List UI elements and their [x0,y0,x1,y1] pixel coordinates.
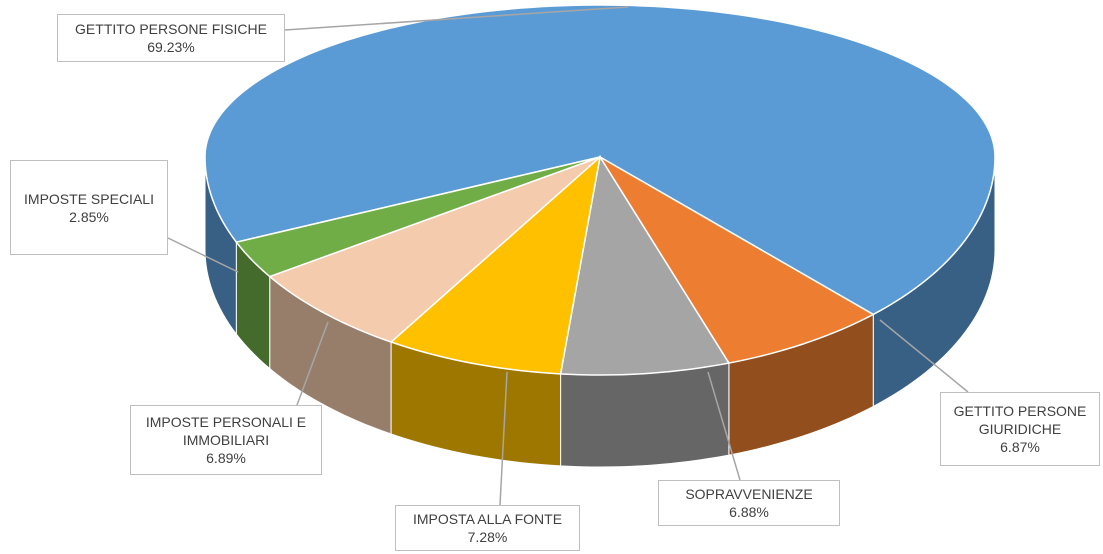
label-value: 6.87% [1000,439,1040,455]
label-name: IMPOSTE PERSONALI E IMMOBILIARI [145,414,307,448]
data-label: GETTITO PERSONE FISICHE 69.23% [57,14,285,62]
label-value: 2.85% [69,208,109,225]
label-value: 6.88% [729,504,769,520]
slice [204,4,996,316]
data-label: IMPOSTE PERSONALI E IMMOBILIARI 6.89% [130,405,322,475]
leader-line [167,237,239,273]
leader-line [296,321,329,406]
data-label: IMPOSTE SPECIALI 2.85% [10,160,168,255]
leader-line [284,6,629,31]
slice [235,156,601,278]
label-name: GETTITO PERSONE FISICHE [75,21,267,37]
data-label: SOPRAVVENIENZE 6.88% [658,480,840,526]
label-name: SOPRAVVENIENZE [685,486,813,502]
label-value: 6.89% [206,450,246,466]
leader-line [499,371,508,506]
slice [268,156,601,343]
label-name: GETTITO PERSONE GIURIDICHE [953,403,1087,437]
slice-side [560,362,730,468]
data-label: IMPOSTA ALLA FONTE 7.28% [395,505,580,551]
label-name: IMPOSTE SPECIALI [24,190,154,207]
slice [599,156,875,364]
leader-line [707,371,741,481]
label-value: 7.28% [467,529,508,545]
leader-line [879,319,969,393]
slice [389,155,602,375]
slice [559,154,731,376]
data-label: GETTITO PERSONE GIURIDICHE 6.87% [940,392,1100,466]
label-name: IMPOSTA ALLA FONTE [412,511,563,527]
label-value: 69.23% [147,39,195,55]
